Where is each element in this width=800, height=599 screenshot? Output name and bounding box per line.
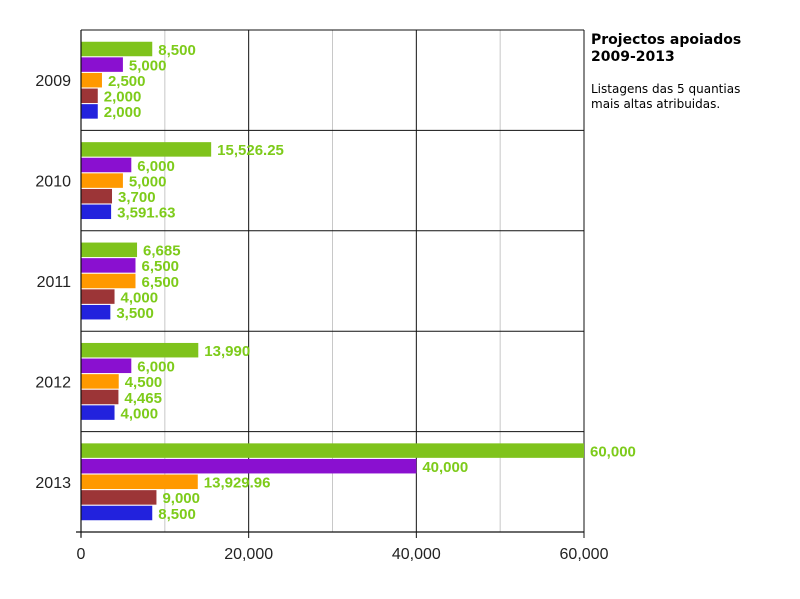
bars-layer: [81, 41, 584, 521]
bar: [81, 358, 132, 374]
bar: [81, 258, 136, 273]
y-tick-label: 2011: [37, 274, 72, 291]
bar: [81, 458, 417, 474]
bar: [81, 443, 584, 458]
bar: [81, 188, 113, 204]
data-label: 4,000: [121, 405, 159, 422]
data-label: 6,685: [143, 243, 181, 260]
data-label: 4,465: [124, 390, 162, 407]
data-label: 6,000: [137, 158, 175, 175]
bar: [81, 304, 111, 320]
bar: [81, 72, 102, 88]
bar: [81, 88, 98, 104]
data-label: 3,591.63: [117, 205, 175, 222]
data-label: 4,000: [121, 289, 159, 306]
y-tick-label: 2009: [35, 73, 71, 90]
data-label: 6,000: [137, 359, 175, 376]
data-label: 8,500: [158, 506, 196, 523]
x-tick-label: 40,000: [392, 546, 441, 563]
bar: [81, 505, 153, 521]
data-label: 13,990: [204, 343, 250, 360]
bar: [81, 157, 132, 173]
data-label: 5,000: [129, 57, 167, 74]
y-tick-label: 2010: [35, 174, 71, 191]
chart-title: Projectos apoiados 2009-2013: [591, 32, 742, 65]
x-tick-label: 0: [77, 546, 86, 563]
bar: [81, 273, 136, 289]
data-label: 2,000: [104, 89, 142, 106]
data-label: 9,000: [162, 490, 200, 507]
bar: [81, 142, 212, 157]
x-tick-label: 20,000: [224, 546, 273, 563]
labels-layer: 8,5005,0002,5002,0002,00015,526.256,0005…: [104, 42, 636, 523]
data-label: 2,000: [104, 104, 142, 121]
bar: [81, 374, 119, 389]
chart-annotation: Projectos apoiados 2009-2013 Listagens d…: [591, 32, 791, 112]
bar: [81, 342, 199, 358]
bar: [81, 204, 112, 220]
data-label: 6,500: [141, 274, 179, 291]
bar: [81, 289, 115, 304]
bar: [81, 104, 98, 119]
bar: [81, 389, 119, 405]
y-tick-label: 2013: [35, 475, 71, 492]
data-label: 2,500: [108, 73, 146, 90]
data-label: 4,500: [125, 374, 163, 391]
data-label: 5,000: [129, 173, 167, 190]
data-label: 60,000: [590, 443, 636, 460]
data-label: 6,500: [141, 258, 179, 275]
chart-subtitle: Listagens das 5 quantias mais altas atri…: [591, 82, 741, 111]
data-label: 40,000: [422, 459, 468, 476]
x-tick-label: 60,000: [560, 546, 609, 563]
axes-layer: 2009 2010 2011 2012 2013 0 20,000 40,000 60,000: [35, 30, 609, 563]
data-label: 15,526.25: [217, 142, 284, 159]
bar: [81, 405, 115, 420]
y-tick-label: 2012: [35, 374, 71, 391]
bar: [81, 490, 157, 505]
bar: [81, 57, 123, 72]
bar: [81, 474, 198, 490]
data-label: 3,700: [118, 189, 156, 206]
bar: [81, 41, 153, 57]
data-label: 8,500: [158, 42, 196, 59]
bar: [81, 242, 138, 258]
data-label: 3,500: [116, 305, 154, 322]
bar: [81, 173, 123, 188]
data-label: 13,929.96: [204, 475, 271, 492]
